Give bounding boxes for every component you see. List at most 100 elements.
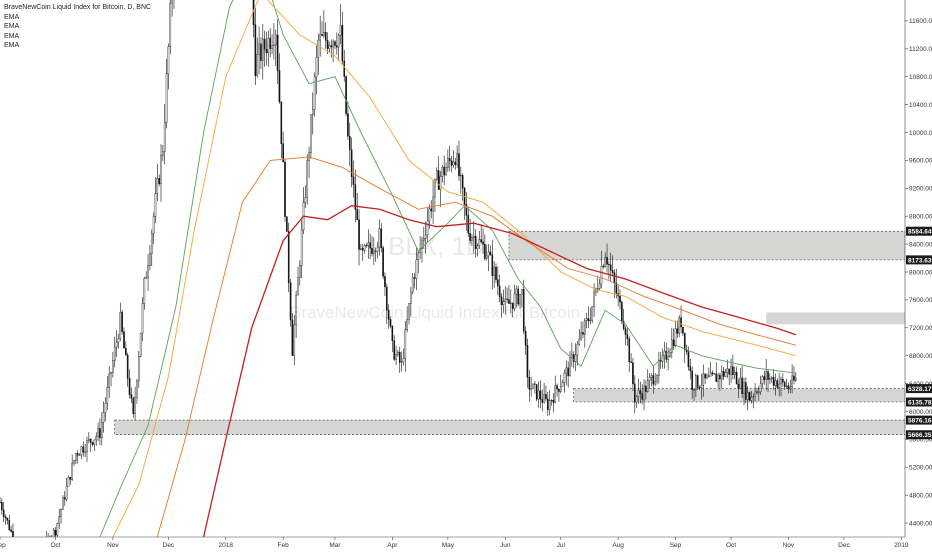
- candle-185: [342, 12, 343, 64]
- candle-body: [368, 243, 369, 246]
- candle-268: [495, 264, 496, 284]
- candle-36: [66, 478, 67, 501]
- candle-285: [527, 339, 528, 388]
- candle-body: [453, 162, 454, 165]
- candle-body: [392, 326, 393, 340]
- candle-324: [599, 279, 600, 291]
- x-tick-label: Dec: [838, 542, 850, 549]
- candle-286: [529, 370, 530, 402]
- candle-249: [460, 167, 461, 194]
- candle-245: [453, 150, 454, 168]
- candle-4: [7, 517, 8, 524]
- y-tick-label: 9600.00: [909, 158, 932, 165]
- candle-body: [775, 381, 776, 386]
- price-tag-label: 6328.17: [908, 386, 932, 393]
- candle-body: [442, 167, 443, 176]
- candle-body: [523, 289, 524, 331]
- candle-body: [336, 46, 337, 48]
- candle-414: [766, 359, 767, 390]
- candle-251: [464, 187, 465, 220]
- candle-137: [253, 0, 254, 37]
- candle-body: [510, 303, 511, 304]
- candle-46: [85, 444, 86, 457]
- candle-306: [566, 361, 567, 386]
- candle-body: [764, 376, 765, 379]
- candle-body: [540, 391, 541, 399]
- candle-208: [384, 272, 385, 296]
- candle-body: [606, 257, 607, 264]
- candle-body: [505, 299, 506, 302]
- candle-body: [568, 368, 569, 376]
- candle-73: [135, 387, 136, 421]
- candle-body: [692, 371, 693, 390]
- candle-149: [275, 30, 276, 67]
- candle-body: [268, 38, 269, 53]
- candle-423: [782, 373, 783, 386]
- candle-body: [495, 267, 496, 280]
- candle-238: [440, 171, 441, 207]
- candle-body: [166, 74, 167, 123]
- candle-278: [514, 285, 515, 312]
- candle-287: [531, 377, 532, 397]
- legend-item-ema-3[interactable]: EMA: [4, 32, 151, 42]
- candle-body: [432, 197, 433, 211]
- candle-body: [416, 260, 417, 279]
- candle-body: [586, 318, 587, 320]
- price-tag-2: 6328.17: [906, 384, 932, 393]
- legend-item-ema-1[interactable]: EMA: [4, 13, 151, 23]
- candle-71: [131, 388, 132, 404]
- candle-body: [690, 367, 691, 371]
- time-axis[interactable]: SepOctNovDec2018FebMarAprMayJunJulAugSep…: [0, 537, 909, 550]
- candle-body: [658, 360, 659, 375]
- candle-70: [129, 369, 130, 398]
- candle-body: [655, 381, 656, 384]
- candle-body: [125, 348, 126, 355]
- candle-body: [793, 376, 794, 381]
- candle-body: [597, 289, 598, 290]
- candle-218: [403, 349, 404, 366]
- candle-83: [153, 212, 154, 244]
- price-axis[interactable]: 4400.004800.005200.005600.006000.006400.…: [905, 0, 932, 550]
- candle-body: [151, 233, 152, 253]
- zone-3: [115, 420, 905, 435]
- candle-body: [592, 306, 593, 320]
- candle-body: [767, 372, 768, 380]
- legend-item-ema-2[interactable]: EMA: [4, 22, 151, 32]
- candle-164: [303, 187, 304, 234]
- candle-315: [582, 321, 583, 338]
- x-tick-label: 2019: [894, 542, 909, 549]
- candle-396: [732, 354, 733, 379]
- price-tag-label: 8584.64: [908, 229, 932, 236]
- candle-93: [172, 0, 173, 17]
- candle-body: [255, 25, 256, 76]
- candle-body: [742, 378, 743, 394]
- candle-body: [518, 289, 519, 304]
- legend-item-ema-4[interactable]: EMA: [4, 41, 151, 51]
- candle-body: [795, 379, 796, 381]
- candle-body: [497, 280, 498, 286]
- candle-2: [3, 502, 4, 522]
- candle-body: [286, 217, 287, 232]
- candle-311: [575, 343, 576, 371]
- candle-329: [608, 261, 609, 279]
- candle-body: [462, 175, 463, 188]
- candle-397: [734, 367, 735, 379]
- candle-body: [582, 332, 583, 334]
- candle-body: [0, 502, 1, 503]
- candle-365: [675, 320, 676, 347]
- candle-420: [777, 379, 778, 389]
- candle-body: [394, 341, 395, 360]
- candle-body: [754, 392, 755, 397]
- price-tag-label: 5876.16: [908, 418, 932, 425]
- candle-body: [275, 35, 276, 45]
- candle-412: [762, 375, 763, 388]
- candle-body: [525, 331, 526, 345]
- candle-body: [668, 357, 669, 360]
- candle-body: [499, 286, 500, 297]
- candle-body: [723, 371, 724, 376]
- candle-226: [418, 250, 419, 273]
- candle-303: [560, 375, 561, 394]
- candle-body: [710, 373, 711, 377]
